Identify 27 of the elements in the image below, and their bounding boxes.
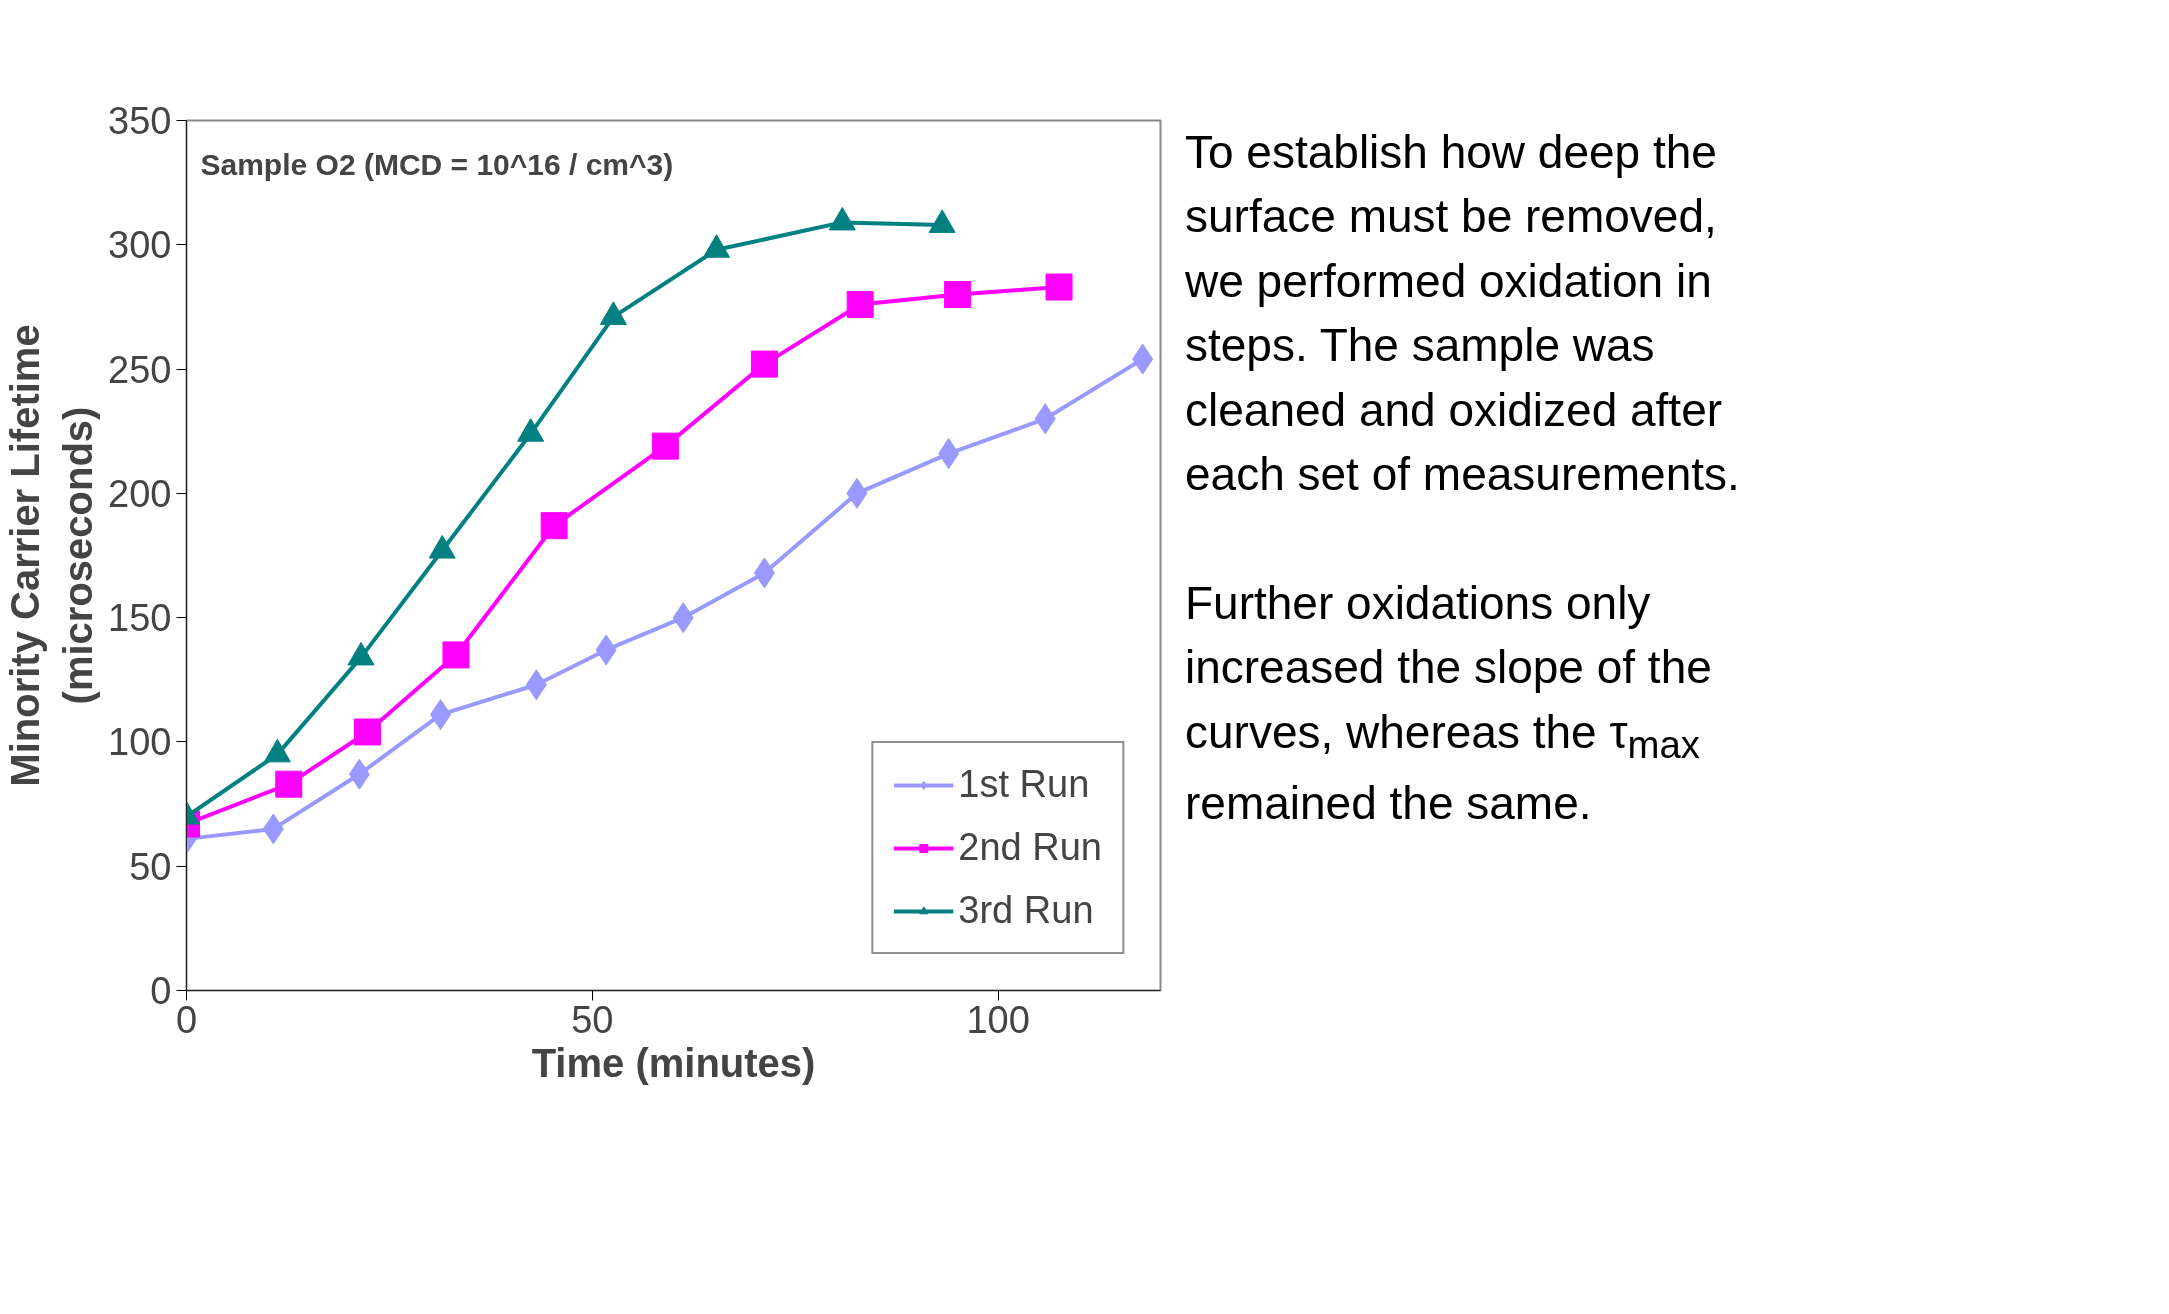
y-tick-label: 200 [108, 472, 172, 515]
x-tick-label: 0 [175, 998, 198, 1041]
point [846, 290, 874, 318]
point [540, 512, 568, 540]
legend-label: 1st Run [958, 763, 1090, 806]
text: To establish how deep the surface must be removed, we performed oxidation in steps. The sample was cleaned and oxidized after each set of measurements. Further oxidations only increased the slope of the curves, whereas the τ$_{max}$ remained the same. [1185, 126, 1740, 830]
point [944, 281, 972, 308]
legend-label: 3rd Run [958, 889, 1094, 932]
y-tick-label: 350 [108, 100, 172, 142]
point [651, 432, 679, 460]
point [354, 718, 381, 746]
point [442, 641, 470, 669]
x-tick-label: 50 [571, 998, 614, 1041]
y-tick-label: 250 [108, 348, 172, 391]
x-tick-label: 100 [966, 998, 1030, 1041]
y-tick-label: 150 [108, 597, 172, 640]
point [275, 770, 303, 798]
point [1045, 273, 1073, 301]
legend-label: 2nd Run [958, 826, 1102, 869]
y-tick-label: 0 [150, 970, 172, 1012]
annotation: Sample O2 (MCD = 10^16 / cm^3) [200, 147, 674, 181]
point [750, 350, 778, 378]
x-axis-title: Time (minutes) [531, 1040, 816, 1085]
y-tick-label: 50 [129, 845, 172, 888]
y-tick-label: 300 [108, 224, 172, 267]
y-tick-label: 100 [108, 721, 172, 764]
y-axis-title: Minority Carrier Lifetime (microseconds) [3, 324, 101, 787]
